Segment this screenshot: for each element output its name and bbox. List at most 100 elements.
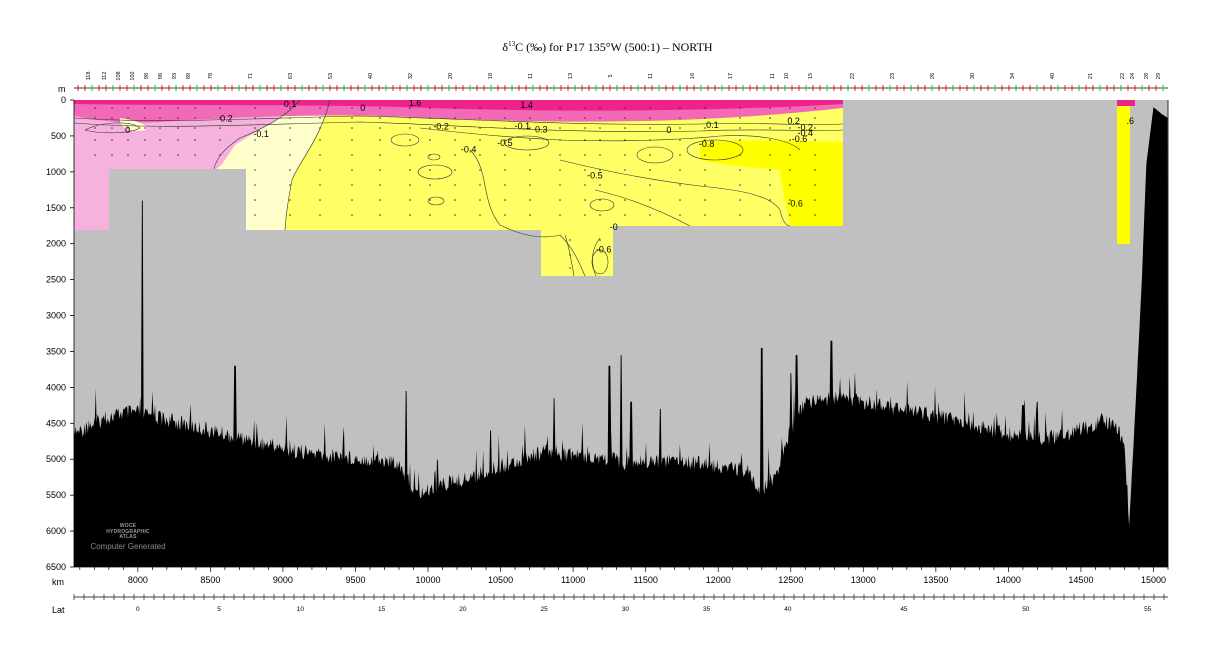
sample-point <box>624 154 626 156</box>
woce-watermark: WOCE HYDROGRAPHIC ATLAS Computer Generat… <box>88 523 168 551</box>
sample-point <box>559 107 561 109</box>
contour-line <box>559 159 791 227</box>
sample-point <box>194 154 196 156</box>
sample-point <box>504 127 506 129</box>
sample-point <box>94 154 96 156</box>
sample-point <box>454 169 456 171</box>
contour-label: 0.1 <box>706 120 719 130</box>
sample-point <box>814 139 816 141</box>
field-yellow-strong <box>700 140 843 226</box>
sample-point <box>504 139 506 141</box>
sample-point <box>569 239 571 241</box>
sample-point <box>584 107 586 109</box>
station-label: 11 <box>648 73 654 79</box>
sample-point <box>479 117 481 119</box>
sample-point <box>379 107 381 109</box>
y-tick-label: 3000 <box>46 311 66 321</box>
station-label: 40 <box>368 73 374 79</box>
sample-point <box>351 117 353 119</box>
sample-point <box>789 184 791 186</box>
station-label: 17 <box>728 73 734 79</box>
sample-point <box>649 117 651 119</box>
sample-point <box>569 254 571 256</box>
field-pink-light <box>74 100 300 230</box>
lat-unit-label: Lat <box>52 605 65 615</box>
sample-point <box>409 127 411 129</box>
sample-point <box>504 154 506 156</box>
sample-point <box>454 117 456 119</box>
sample-point <box>289 107 291 109</box>
station-label: 16 <box>690 73 696 79</box>
sample-point <box>584 139 586 141</box>
station-label: 53 <box>328 73 334 79</box>
x-tick-label: 11500 <box>633 575 657 585</box>
sample-point <box>159 127 161 129</box>
sample-point <box>529 127 531 129</box>
contour-field <box>74 100 1135 276</box>
sample-point <box>144 139 146 141</box>
sample-point <box>504 107 506 109</box>
station-label: 71 <box>248 73 254 79</box>
sample-point <box>739 199 741 201</box>
sample-point <box>814 117 816 119</box>
contour-label: -0.2 <box>433 122 449 132</box>
sample-point <box>704 184 706 186</box>
station-label: 32 <box>408 73 414 79</box>
sample-point <box>111 107 113 109</box>
sample-point <box>529 184 531 186</box>
station-label: 118 <box>86 72 92 81</box>
sample-point <box>529 139 531 141</box>
y-tick-label: 1500 <box>46 203 66 213</box>
sample-point <box>254 184 256 186</box>
sample-point <box>479 154 481 156</box>
contour-label: -0.6 <box>792 134 808 144</box>
contour-line <box>390 133 420 147</box>
contour-label: -0 <box>610 222 618 232</box>
field-yellow-lower-deep <box>541 230 613 276</box>
sample-point <box>704 154 706 156</box>
sample-point <box>599 199 601 201</box>
sample-point <box>177 127 179 129</box>
sample-points <box>94 107 816 269</box>
contour-line <box>419 127 801 151</box>
sample-point <box>379 199 381 201</box>
sample-point <box>679 199 681 201</box>
station-label: 40 <box>1050 73 1056 79</box>
sample-point <box>559 169 561 171</box>
sample-point <box>559 184 561 186</box>
contour-line <box>427 196 445 206</box>
sample-point <box>194 107 196 109</box>
sample-point <box>409 169 411 171</box>
contour-label: -0.5 <box>587 170 603 180</box>
sample-point <box>111 139 113 141</box>
sample-point <box>454 214 456 216</box>
sample-point <box>504 184 506 186</box>
contour-line <box>74 121 844 132</box>
sample-point <box>159 107 161 109</box>
sample-point <box>769 117 771 119</box>
sample-point <box>351 184 353 186</box>
sample-point <box>254 154 256 156</box>
sample-point <box>599 127 601 129</box>
station-label: 63 <box>288 73 294 79</box>
sample-point <box>529 199 531 201</box>
sample-point <box>769 154 771 156</box>
axes <box>73 87 1169 598</box>
sample-point <box>194 117 196 119</box>
contour-line <box>636 146 674 164</box>
sample-point <box>319 127 321 129</box>
sample-point <box>319 107 321 109</box>
sample-point <box>769 107 771 109</box>
sample-point <box>789 214 791 216</box>
field-pink-small-patch <box>74 205 109 230</box>
sample-point <box>649 154 651 156</box>
sample-point <box>599 249 601 251</box>
contour-lines <box>74 100 844 277</box>
sample-point <box>599 154 601 156</box>
y-tick-label: 6500 <box>46 562 66 572</box>
station-label: 24 <box>1130 73 1136 79</box>
contour-label: 1.4 <box>520 100 533 110</box>
station-label: 21 <box>1088 73 1094 79</box>
sample-point <box>704 107 706 109</box>
lat-tick-label: 5 <box>217 606 221 613</box>
